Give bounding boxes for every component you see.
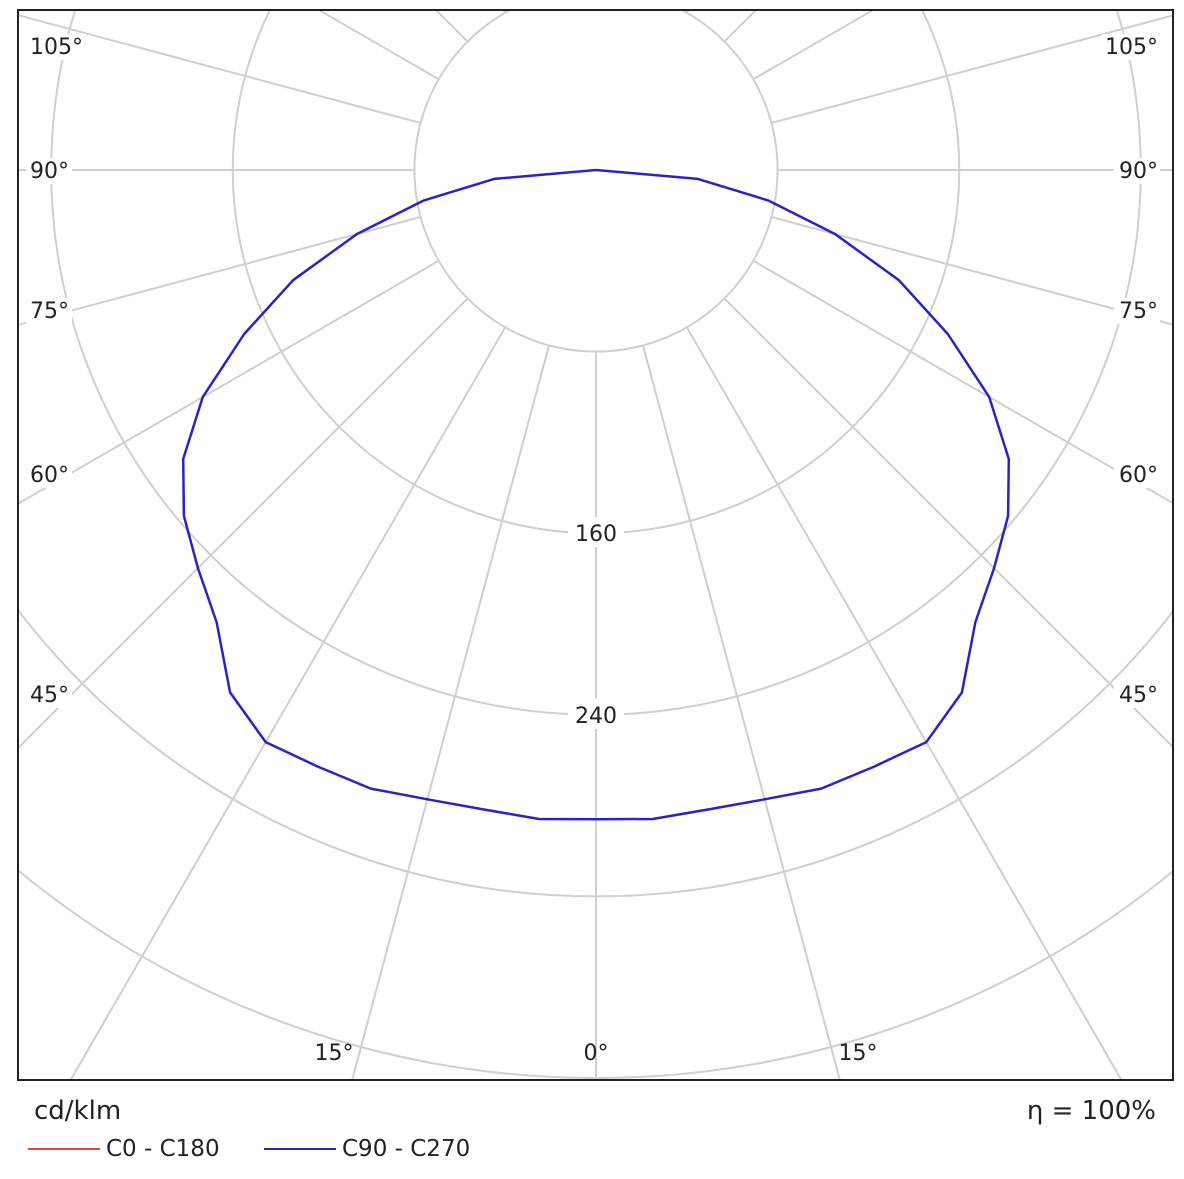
angle-label-7-right: 105° (1105, 35, 1158, 60)
angle-label-bg (26, 158, 72, 184)
angle-label-bg (1114, 682, 1160, 708)
radius-label-bg (568, 698, 624, 729)
grid-spoke (18, 216, 421, 326)
angle-label-bg (1114, 462, 1160, 488)
angle-label-bg (1114, 298, 1160, 324)
legend-swatch-c0 (28, 1148, 100, 1150)
angle-label-bg (26, 682, 72, 708)
angle-label-3-left: 45° (30, 683, 69, 708)
grid-spoke (642, 345, 841, 1080)
grid-spoke (69, 326, 507, 1080)
angle-label-4-right: 60° (1119, 463, 1158, 488)
grid-spoke (18, 259, 440, 505)
unit-label: cd/klm (34, 1096, 122, 1126)
grid-spoke (771, 216, 1173, 326)
grid-spoke (723, 297, 1173, 749)
grid-spoke (771, 14, 1173, 124)
angle-label-3-right: 45° (1119, 683, 1158, 708)
angle-label-bg (1102, 34, 1160, 60)
angle-label-bg (26, 298, 72, 324)
radius-label-0: 160 (575, 522, 617, 547)
grid-spoke (18, 14, 421, 124)
angle-label-1: 15° (315, 1041, 354, 1066)
efficiency-label: η = 100% (1026, 1096, 1156, 1126)
angle-label-7-left: 105° (30, 35, 83, 60)
angle-label-6-right: 90° (1119, 159, 1158, 184)
angle-label-bg (26, 462, 72, 488)
legend-label-c0: C0 - C180 (106, 1136, 220, 1162)
grid-spoke (351, 345, 550, 1080)
radius-label-1: 240 (575, 704, 617, 729)
legend-item-c90: C90 - C270 (264, 1134, 470, 1164)
grid-spoke (752, 259, 1173, 505)
grid-spoke (18, 297, 469, 750)
legend-label-c90: C90 - C270 (342, 1136, 471, 1162)
legend-swatch-c90 (264, 1148, 336, 1150)
angle-label-6-left: 90° (30, 159, 69, 184)
radius-label-bg (568, 517, 624, 548)
series-line-1 (181, 168, 1011, 821)
angle-label-4-left: 60° (30, 463, 69, 488)
angle-label-bg (26, 34, 84, 60)
grid-spoke (685, 326, 1123, 1080)
angle-label-bg (1114, 158, 1160, 184)
angle-label-0: 0° (584, 1041, 609, 1066)
angle-label-5-right: 75° (1119, 299, 1158, 324)
plot-frame (17, 9, 1174, 1081)
angle-label-1-right: 15° (839, 1041, 878, 1066)
angle-label-5-left: 75° (30, 299, 69, 324)
legend-item-c0: C0 - C180 (28, 1134, 220, 1164)
